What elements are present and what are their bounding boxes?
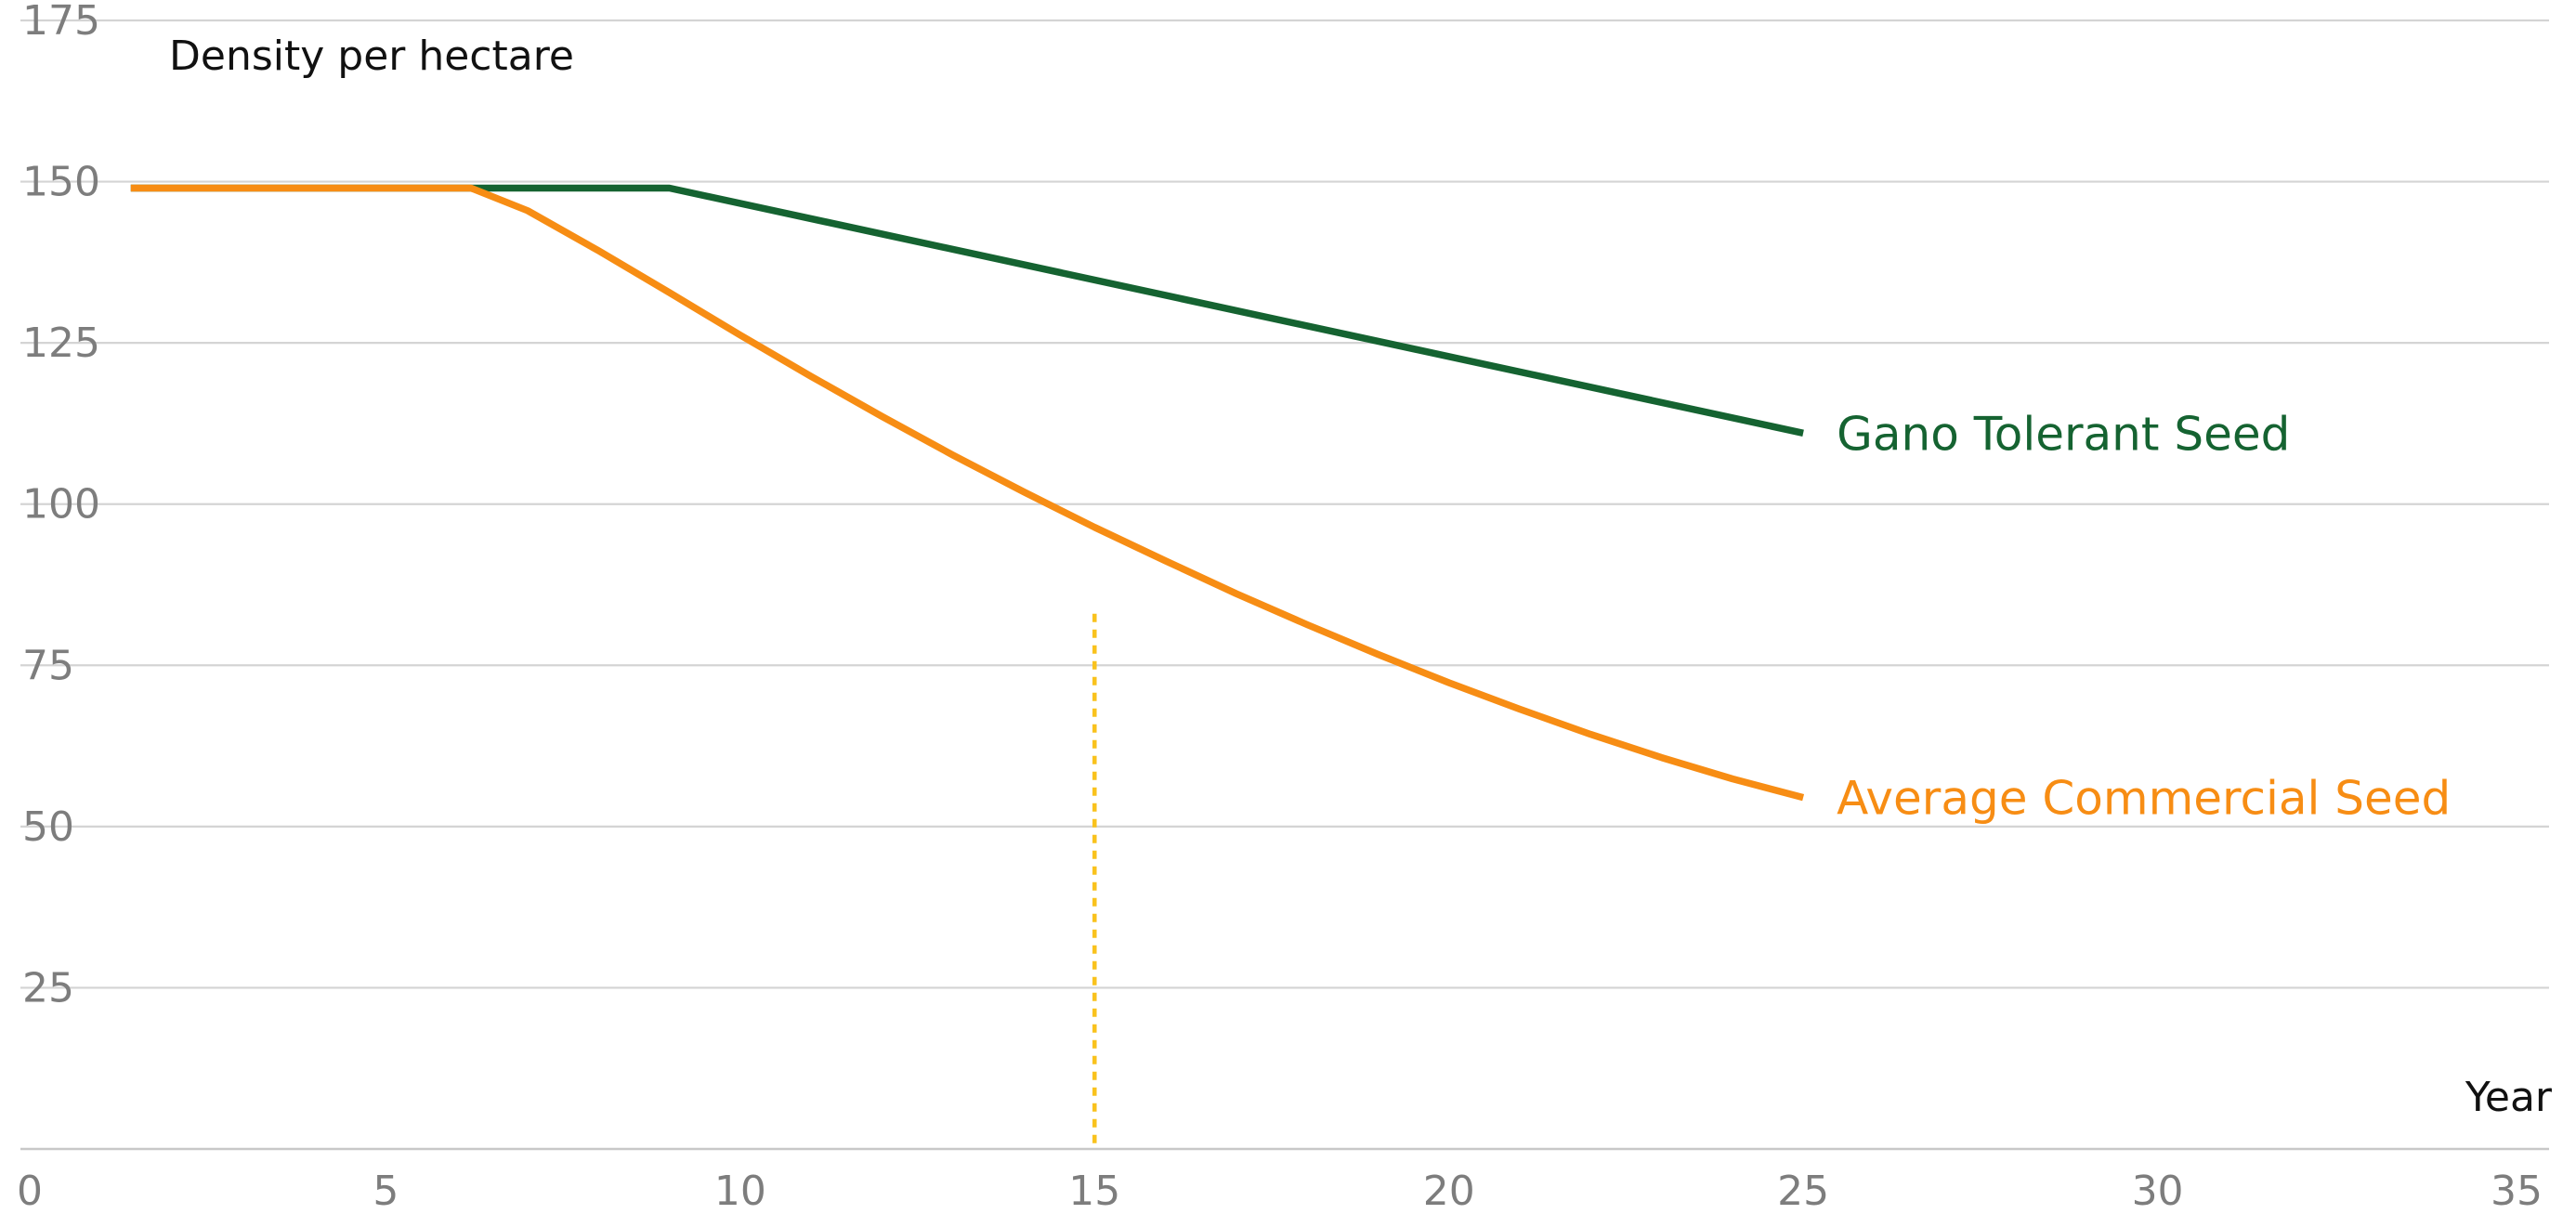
x-tick-label: 5 bbox=[373, 1168, 399, 1214]
y-tick-label: 175 bbox=[22, 0, 100, 45]
y-tick-label: 100 bbox=[22, 481, 100, 529]
series-line-1 bbox=[130, 184, 1805, 802]
x-tick-label: 0 bbox=[17, 1168, 43, 1214]
x-tick-label: 10 bbox=[714, 1168, 766, 1214]
x-tick-label: 25 bbox=[1777, 1168, 1829, 1214]
y-tick-label: 150 bbox=[22, 159, 100, 206]
y-axis-ticks: 25 50 75 100 125 150 175 bbox=[22, 0, 100, 1012]
x-tick-label: 15 bbox=[1068, 1168, 1120, 1214]
x-tick-label: 35 bbox=[2491, 1168, 2543, 1214]
y-tick-label: 125 bbox=[22, 320, 100, 367]
series-label-1: Average Commercial Seed bbox=[1837, 772, 2451, 826]
x-axis-ticks: 0 5 10 15 20 25 30 35 bbox=[17, 1168, 2543, 1214]
y-tick-label: 75 bbox=[22, 642, 74, 689]
y-tick-label: 25 bbox=[22, 964, 74, 1012]
y-axis-title: Density per hectare bbox=[169, 33, 574, 80]
x-tick-label: 30 bbox=[2132, 1168, 2184, 1214]
series-labels: Gano Tolerant Seed Average Commercial See… bbox=[1837, 407, 2451, 825]
x-axis-title: Year bbox=[2465, 1074, 2553, 1121]
y-tick-label: 50 bbox=[22, 803, 74, 851]
series-group bbox=[130, 184, 1805, 802]
series-line-0 bbox=[130, 184, 1804, 437]
grid-lines bbox=[20, 19, 2549, 1151]
x-tick-label: 20 bbox=[1423, 1168, 1475, 1214]
series-label-0: Gano Tolerant Seed bbox=[1837, 407, 2290, 461]
